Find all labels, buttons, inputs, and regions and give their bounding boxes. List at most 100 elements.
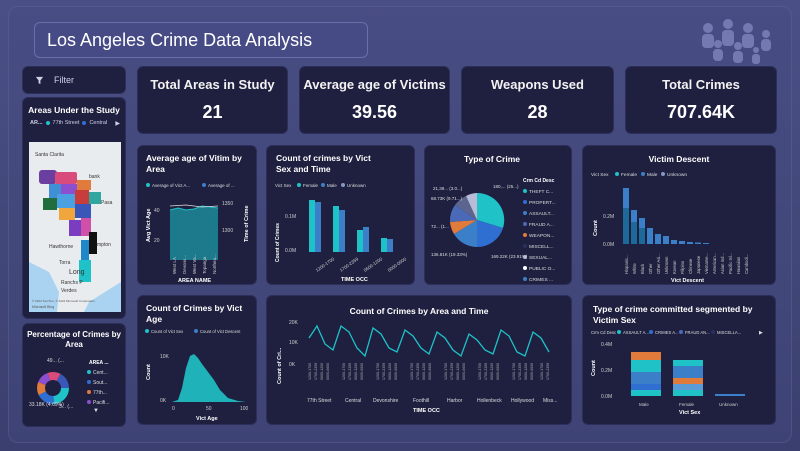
x-tick: West LA (172, 257, 177, 274)
svg-text:1200-1700: 1200-1700 (376, 363, 380, 380)
bar-segment[interactable] (631, 372, 661, 384)
legend-scroll-down-icon[interactable]: ▼ (93, 408, 99, 414)
avg-age-area-panel: Average age of Vitim by Area Average of … (137, 145, 257, 285)
svg-text:0600-1200: 0600-1200 (422, 363, 426, 380)
area-time-chart[interactable]: Count of Cri... 20K 10K 0K 1200-1700 170… (267, 318, 573, 424)
legend-item: Unknown (347, 183, 366, 188)
legend-item: FRAUD AN... (685, 330, 710, 335)
type-crime-panel: Type of Crime 21,39... (3.0...) 180,... … (424, 145, 572, 285)
filter-button[interactable]: Filter (22, 66, 126, 94)
bar-segment[interactable] (631, 384, 661, 390)
svg-text:1700-2359: 1700-2359 (416, 363, 420, 380)
bar-segment[interactable] (631, 360, 661, 372)
x-axis-label: Vict Sex (679, 410, 701, 416)
bar-segment[interactable] (631, 390, 661, 396)
bar-segment[interactable] (673, 366, 703, 378)
legend-item: Sout... (93, 380, 107, 386)
legend-dot-icon (45, 121, 50, 126)
bar[interactable] (703, 243, 709, 244)
area-name-tick: Hollenbeck (477, 398, 502, 404)
bar-segment[interactable] (631, 346, 661, 352)
legend-item: Pacifi... (93, 400, 109, 406)
x-axis-label: TIME OCC (341, 277, 368, 283)
pie-slice[interactable] (454, 220, 477, 247)
y-tick: 0K (160, 398, 167, 404)
vict-sex-time-chart[interactable]: Vict Sex Female Male Unknown Count of Cr… (267, 180, 416, 284)
bar[interactable] (647, 228, 653, 244)
donut-slice[interactable] (37, 372, 69, 404)
legend-item: Central (89, 120, 108, 127)
pie-slice[interactable] (449, 205, 477, 222)
bar[interactable] (687, 242, 693, 244)
bar[interactable] (357, 230, 363, 252)
victim-descent-chart[interactable]: Vict Sex Female Male Unknown Count 0.2M … (583, 166, 777, 284)
bar[interactable] (381, 238, 387, 252)
donut-slice[interactable] (37, 372, 69, 404)
bar-segment[interactable] (631, 352, 661, 360)
victim-descent-title: Victim Descent (648, 154, 710, 164)
bar[interactable] (333, 206, 339, 252)
x-tick: 0600-1200 (363, 256, 384, 273)
type-crime-pie-chart[interactable]: 21,39... (3.0...) 180,... (25...) 68.73K… (425, 166, 573, 284)
pie-slice[interactable] (466, 193, 477, 220)
areas-map[interactable]: Santa Clarita bank Pasa Hawthorne Torra … (29, 142, 121, 312)
bar[interactable] (679, 241, 685, 244)
bar[interactable] (363, 227, 369, 252)
bar[interactable] (663, 236, 669, 244)
legend-next-icon[interactable]: ▶ (115, 120, 120, 127)
x-tick: Hawaiian (736, 256, 741, 274)
bar[interactable] (339, 210, 345, 252)
kpi-card-weapons-used: Weapons Used 28 (461, 66, 614, 134)
pie-slice[interactable] (450, 220, 477, 234)
x-tick: Other Asi... (656, 253, 661, 274)
pie-label: 180,... (25...) (493, 184, 519, 189)
y-tick: 1300 (222, 228, 233, 234)
area-series[interactable] (170, 206, 218, 260)
svg-text:0000-0600: 0000-0600 (326, 363, 330, 380)
bar-segment[interactable] (673, 360, 703, 366)
donut-slice[interactable] (37, 372, 69, 404)
pie-slice[interactable] (477, 220, 503, 248)
legend-item: FRAUD A... (529, 222, 554, 228)
donut-slice[interactable] (37, 372, 69, 404)
bar[interactable] (671, 240, 677, 244)
bar-segment[interactable] (715, 394, 745, 396)
avg-age-area-chart[interactable]: Average of Vict A... Average of ... Avg … (138, 180, 258, 284)
bar-segment[interactable] (673, 390, 703, 396)
y-axis-label: Avg Vict Age (146, 209, 152, 242)
stacked-bars[interactable] (631, 346, 745, 396)
bar[interactable] (655, 234, 661, 244)
bar-segment[interactable] (673, 384, 703, 390)
pie-slice[interactable] (477, 192, 505, 228)
x-axis-label: Vict Age (196, 416, 218, 422)
stacked-bars[interactable] (623, 188, 709, 244)
area-donut-chart[interactable]: 49... (... 33.18K (4.69%) 3... (... AREA… (27, 358, 123, 424)
bar[interactable] (309, 200, 315, 252)
legend-next-icon[interactable]: ▶ (759, 330, 763, 336)
area-time-line[interactable] (308, 324, 550, 358)
vict-sex-time-title: Count of crimes by Vict Sex and Time (276, 153, 371, 174)
vict-age-chart[interactable]: Count of Vict Sex Count of Vict Descent … (138, 328, 258, 424)
x-tick: Unknown (664, 256, 669, 274)
legend-item: CRIMES A... (655, 330, 679, 335)
legend-item: PUBLIC O... (529, 266, 555, 272)
age-distribution-area[interactable] (172, 354, 246, 402)
map-place-label: Hawthorne (49, 244, 73, 250)
area-name-tick: Devonshire (373, 398, 399, 404)
x-tick: Vietname... (704, 253, 709, 274)
bar[interactable] (387, 239, 393, 252)
x-tick: Northea... (212, 254, 217, 274)
grouped-bars[interactable] (309, 200, 393, 252)
bar[interactable] (695, 242, 701, 245)
y-tick: 40 (154, 208, 160, 214)
kpi-card-total-crimes: Total Crimes 707.64K (625, 66, 777, 134)
pie-slice[interactable] (455, 196, 477, 220)
avg-age-area-title: Average age of Vitim by Area (146, 153, 242, 174)
page-title: Los Angeles Crime Data Analysis (34, 22, 368, 58)
y-axis-label: Time of Crime (244, 205, 250, 242)
bar-segment[interactable] (673, 354, 703, 360)
bar-segment[interactable] (673, 378, 703, 384)
segmented-chart[interactable]: Crm Cd Desc ASSAULT A... CRIMES A... FRA… (583, 328, 777, 424)
bar[interactable] (315, 202, 321, 252)
pie[interactable] (449, 192, 505, 248)
